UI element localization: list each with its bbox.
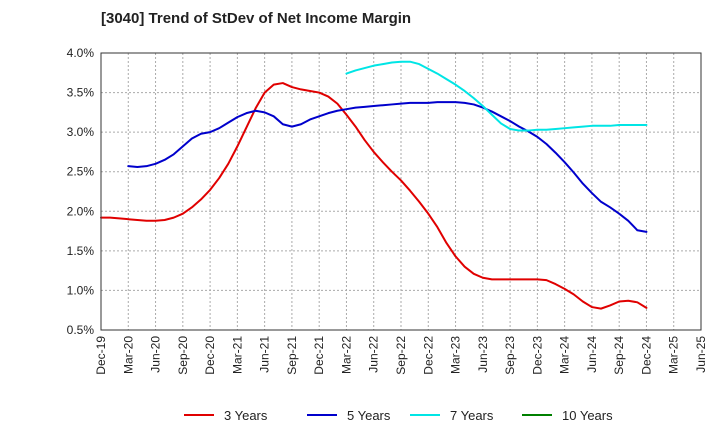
chart-title: [3040] Trend of StDev of Net Income Marg… [101,10,412,27]
x-tick-label: Sep-22 [394,336,408,375]
x-tick-label: Mar-24 [558,336,572,374]
y-tick-label: 4.0% [67,46,95,60]
axes: 0.5% 1.0% 1.5% 2.0% 2.5% 3.0% 3.5% 4.0% Dec-19 Ma… [67,46,708,375]
legend-label: 10 Years [562,408,613,423]
x-tick-label: Mar-20 [121,336,135,374]
x-tick-label: Dec-22 [421,336,435,375]
y-tick-label: 2.0% [67,204,95,218]
x-tick-label: Jun-20 [149,336,163,373]
x-tick-label: Jun-22 [367,336,381,373]
y-tick-label: 3.5% [67,86,95,100]
plot-frame [100,52,702,331]
legend-label: 5 Years [347,408,391,423]
y-tick-label: 2.5% [67,165,95,179]
x-tick-label: Sep-24 [612,336,626,375]
x-tick-label: Mar-22 [339,336,353,374]
x-tick-label: Sep-23 [503,336,517,375]
x-tick-label: Jun-21 [258,336,272,373]
x-tick-label: Jun-25 [694,336,708,373]
x-tick-label: Jun-23 [476,336,490,373]
x-tick-label: Dec-21 [312,336,326,375]
series-line-5-years [127,101,648,233]
x-tick-label: Jun-24 [585,336,599,373]
plot-area [101,53,701,330]
x-tick-label: Dec-24 [639,336,653,375]
legend-label: 7 Years [450,408,494,423]
y-tick-label: 1.0% [67,283,95,297]
x-tick-label: Mar-25 [667,336,681,374]
x-tick-label: Dec-19 [94,336,108,375]
legend-label: 3 Years [224,408,268,423]
y-tick-label: 1.5% [67,244,95,258]
y-tick-label: 3.0% [67,125,95,139]
x-tick-label: Sep-20 [176,336,190,375]
x-tick-label: Sep-21 [285,336,299,375]
legend: 3 Years 5 Years 7 Years 10 Years [184,408,613,423]
series-line-3-years [100,82,648,310]
x-tick-label: Mar-21 [230,336,244,374]
x-tick-label: Mar-23 [449,336,463,374]
y-tick-label: 0.5% [67,323,95,337]
series-layer [100,60,648,310]
x-tick-label: Dec-23 [530,336,544,375]
x-tick-label: Dec-20 [203,336,217,375]
series-line-7-years [345,60,648,132]
grid-lines [100,52,702,331]
